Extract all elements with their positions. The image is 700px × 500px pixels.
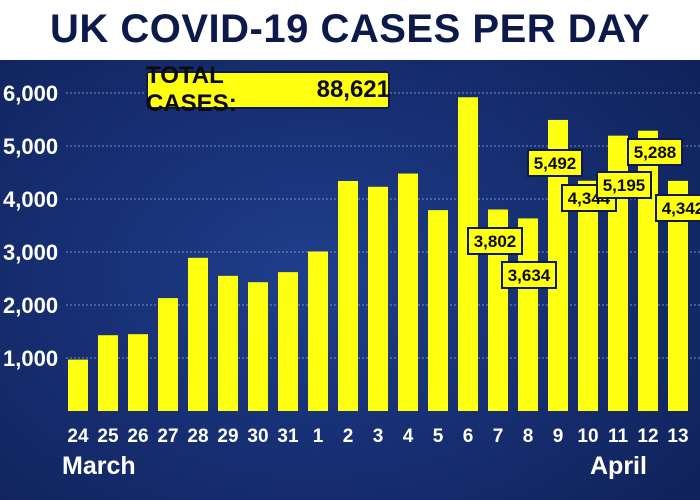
data-label-box [467, 227, 523, 255]
bar [308, 251, 328, 411]
x-tick-label: 24 [67, 426, 89, 447]
x-tick-label: 26 [127, 426, 148, 447]
bar [68, 359, 88, 411]
data-label-box [501, 261, 557, 289]
bar [578, 180, 598, 411]
y-tick-label: 6,000 [3, 81, 58, 106]
month-label-march: March [62, 452, 136, 480]
bar [338, 180, 358, 411]
x-tick-label: 8 [523, 426, 534, 447]
x-tick-label: 10 [577, 426, 598, 447]
x-tick-label: 27 [157, 426, 178, 447]
data-label-box [527, 149, 583, 177]
x-tick-label: 9 [553, 426, 564, 447]
total-cases-badge: TOTAL CASES: 88,621 [146, 62, 390, 117]
y-tick-label: 2,000 [3, 293, 58, 318]
x-tick-label: 5 [433, 426, 444, 447]
month-label-april: April [590, 452, 647, 480]
data-label: 3,634 [508, 266, 551, 285]
x-tick-label: 4 [403, 426, 414, 447]
total-cases-label: TOTAL CASES: [146, 62, 237, 117]
x-tick-label: 28 [187, 426, 208, 447]
x-tick-label: 6 [463, 426, 474, 447]
data-label: 5,288 [634, 143, 677, 162]
y-tick-label: 1,000 [3, 346, 58, 371]
x-tick-label: 2 [343, 426, 354, 447]
chart-title: UK COVID-19 CASES PER DAY [49, 7, 651, 51]
bar [188, 257, 208, 411]
x-tick-label: 29 [217, 426, 238, 447]
bar [488, 209, 508, 411]
bar [158, 298, 178, 411]
x-tick-label: 30 [247, 426, 268, 447]
total-cases-value: 88,621 [316, 76, 390, 103]
bar [398, 173, 418, 411]
x-tick-label: 3 [373, 426, 384, 447]
y-tick-label: 3,000 [3, 240, 58, 265]
bar [638, 130, 658, 411]
title-bar: UK COVID-19 CASES PER DAY [0, 0, 700, 60]
bar [368, 186, 388, 411]
bar [428, 210, 448, 411]
x-tick-label: 12 [637, 426, 658, 447]
x-tick-label: 1 [313, 426, 324, 447]
x-tick-label: 13 [667, 426, 688, 447]
data-label: 3,802 [474, 232, 517, 251]
data-label: 5,492 [534, 154, 577, 173]
x-tick-label: 31 [277, 426, 299, 447]
bar [218, 275, 238, 411]
bar [278, 272, 298, 411]
x-tick-label: 7 [493, 426, 504, 447]
y-tick-label: 5,000 [3, 134, 58, 159]
bar [248, 282, 268, 411]
data-label-box [627, 138, 683, 166]
bar [128, 334, 148, 411]
data-label: 5,195 [603, 176, 646, 195]
bar [98, 335, 118, 411]
y-tick-label: 4,000 [3, 187, 58, 212]
x-tick-label: 11 [608, 426, 629, 447]
bar [668, 180, 688, 411]
x-tick-label: 25 [97, 426, 119, 447]
data-label-box [596, 171, 652, 199]
data-label: 4,342 [662, 199, 700, 218]
data-label-box [655, 194, 700, 222]
